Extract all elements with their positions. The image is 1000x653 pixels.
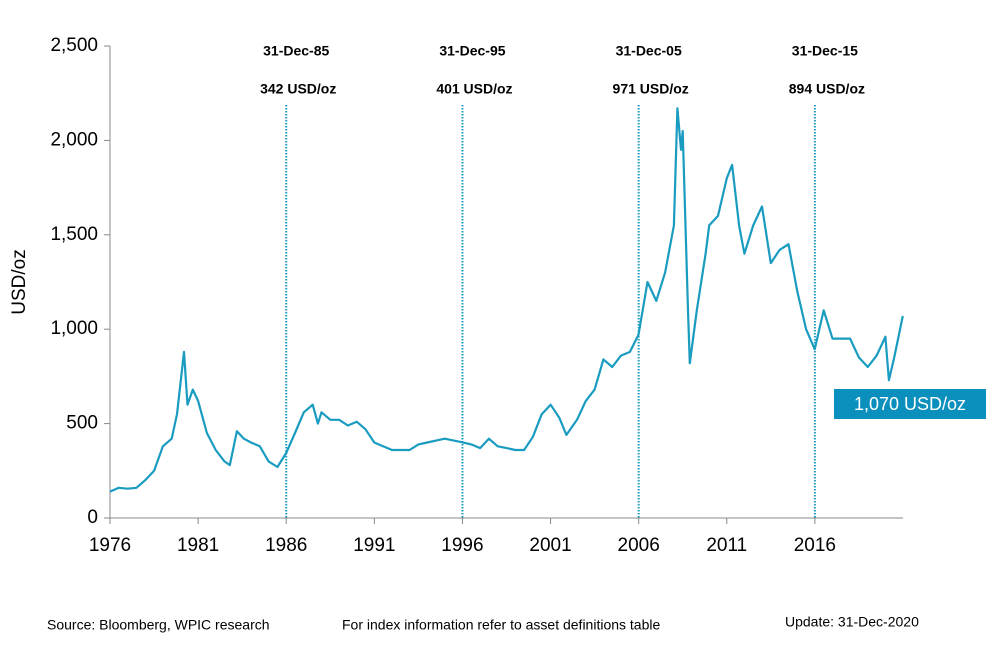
x-tick-label: 2006: [618, 535, 660, 556]
event-date: 31-Dec-05: [616, 43, 682, 59]
y-tick-label: 0: [87, 507, 98, 528]
x-tick-label: 1981: [177, 535, 219, 556]
x-tick-label: 2011: [706, 535, 747, 556]
event-price: 971 USD/oz: [613, 81, 689, 97]
event-price: 401 USD/oz: [436, 81, 512, 97]
x-tick-label: 1996: [441, 535, 483, 556]
y-tick-label: 2,500: [50, 35, 98, 56]
event-date: 31-Dec-85: [263, 43, 329, 59]
event-price: 342 USD/oz: [260, 81, 336, 97]
note: For index information refer to asset def…: [342, 617, 660, 633]
event-date: 31-Dec-15: [792, 43, 858, 59]
x-tick-label: 1991: [353, 535, 395, 556]
source: Source: Bloomberg, WPIC research: [47, 617, 270, 633]
x-tick-label: 1986: [265, 535, 307, 556]
y-tick-label: 1,500: [50, 224, 98, 245]
y-axis-label: USD/oz: [9, 249, 30, 314]
y-tick-label: 2,000: [50, 129, 98, 150]
last-label-box: [834, 389, 986, 419]
update: Update: 31-Dec-2020: [785, 614, 919, 630]
x-tick-label: 1976: [89, 535, 131, 556]
x-tick-label: 2001: [529, 535, 571, 556]
last-label: 1,070 USD/oz: [854, 394, 966, 414]
event-price: 894 USD/oz: [789, 81, 865, 97]
y-tick-label: 500: [66, 413, 98, 434]
price-line: [109, 107, 904, 493]
x-tick-label: 2016: [794, 535, 836, 556]
event-date: 31-Dec-95: [439, 43, 505, 59]
y-tick-label: 1,000: [50, 318, 98, 339]
